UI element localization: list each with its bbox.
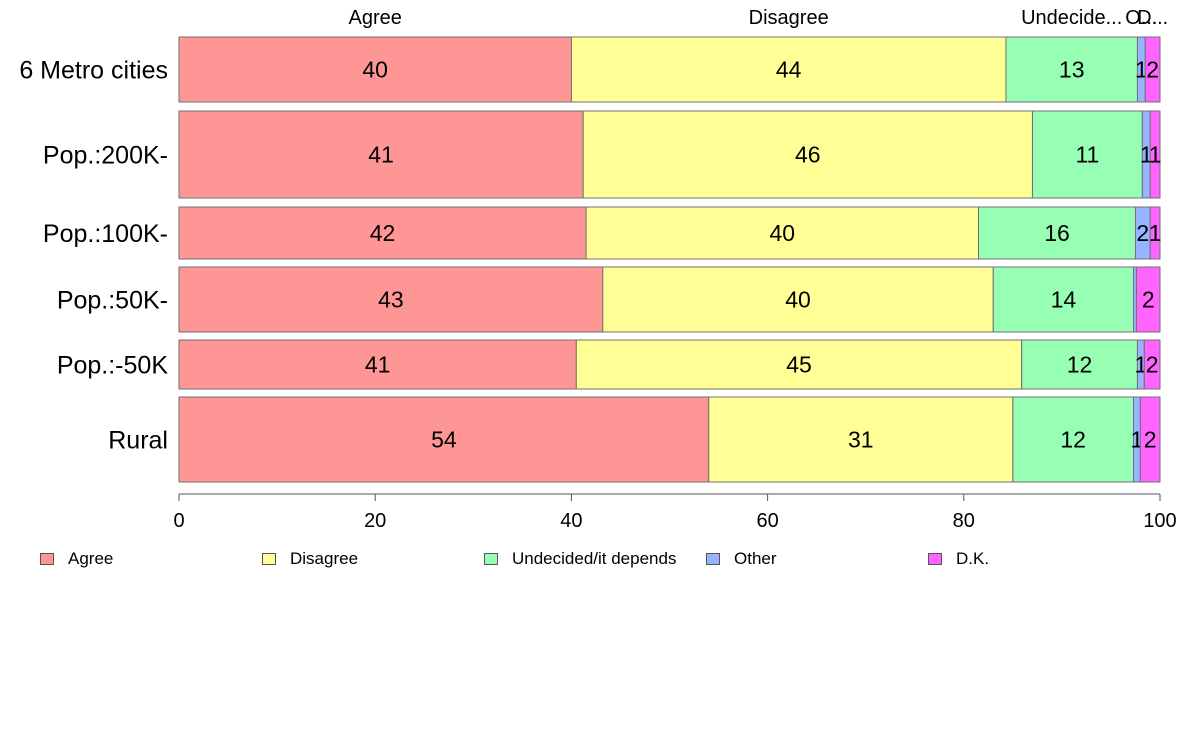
legend-swatch: [40, 553, 54, 565]
legend-swatch: [484, 553, 498, 565]
bar-segment: [1139, 396, 1161, 483]
legend: Agree Disagree Undecided/it depends Other D.…: [0, 548, 1188, 572]
series-top-label-0: Agree: [349, 7, 402, 29]
legend-swatch: [706, 553, 720, 565]
x-axis: 0 20 40 60 80 100: [173, 493, 1177, 532]
bar-segment: [978, 206, 1136, 260]
legend-label: Disagree: [290, 549, 359, 568]
data-label: 2: [1144, 427, 1157, 453]
series-top-label-3: O...: [1125, 7, 1157, 29]
data-label: 54: [431, 427, 457, 453]
bar-segment: [1149, 206, 1161, 260]
bar-segment: [178, 396, 710, 483]
bar-segment: [575, 339, 1023, 390]
data-label: 43: [378, 287, 404, 313]
bar-segment: [602, 266, 994, 333]
data-label: 40: [362, 57, 388, 83]
data-label: 41: [368, 142, 394, 168]
data-label: 13: [1059, 57, 1085, 83]
series-top-label-1: Disagree: [749, 7, 829, 29]
data-label: 1: [1140, 142, 1153, 168]
data-label: 2: [1146, 57, 1159, 83]
bar-segment: [1143, 339, 1161, 390]
legend-item: Agree: [40, 548, 113, 570]
category-label: Pop.:100K-: [43, 220, 168, 248]
data-label: 2: [1136, 220, 1149, 246]
data-label: 41: [365, 352, 391, 378]
bar-segment: [708, 396, 1014, 483]
x-tick-label: 80: [953, 510, 975, 532]
x-tick-label: 40: [560, 510, 582, 532]
data-label: 12: [1067, 352, 1093, 378]
legend-swatch: [928, 553, 942, 565]
legend-label: Other: [734, 549, 777, 568]
bar-segment: [1135, 266, 1161, 333]
bar-segment: [178, 206, 587, 260]
data-label: 14: [1051, 287, 1077, 313]
category-label: Pop.:200K-: [43, 142, 168, 170]
x-tick-label: 60: [756, 510, 778, 532]
data-label: 12: [1060, 427, 1086, 453]
bar-segment: [992, 266, 1135, 333]
x-tick-label: 0: [173, 510, 184, 532]
data-label: 1: [1149, 142, 1162, 168]
data-label: 16: [1044, 220, 1070, 246]
bar-segment: [178, 339, 577, 390]
legend-label: Agree: [68, 549, 114, 568]
data-label: 44: [776, 57, 802, 83]
x-tick-label: 100: [1143, 510, 1176, 532]
category-label: Rural: [108, 427, 168, 455]
data-label: 42: [370, 220, 396, 246]
series-top-labels: Agree Disagree Undecide... O...D...: [349, 7, 1169, 29]
data-label: 1: [1135, 57, 1148, 83]
data-label: 2: [1146, 352, 1159, 378]
legend-swatch: [262, 553, 276, 565]
data-label: 40: [770, 220, 796, 246]
legend-item: Other: [706, 548, 777, 570]
bar-segment: [1021, 339, 1138, 390]
bar-segment: [570, 36, 1007, 103]
category-label: 6 Metro cities: [19, 57, 168, 85]
data-label: 1: [1149, 220, 1162, 246]
legend-label: D.K.: [956, 549, 990, 568]
data-label: 40: [785, 287, 811, 313]
bar-segment: [1031, 110, 1143, 199]
legend-item: D.K.: [928, 548, 989, 570]
x-tick-label: 20: [364, 510, 386, 532]
bar-segment: [1149, 110, 1161, 199]
category-label: Pop.:-50K: [57, 352, 169, 380]
category-label: Pop.:50K-: [57, 287, 168, 315]
data-label: 2: [1142, 287, 1155, 313]
series-top-label-4: D...: [1137, 7, 1168, 29]
legend-item: Undecided/it depends: [484, 548, 676, 570]
data-label: 11: [1075, 142, 1099, 168]
legend-label: Undecided/it depends: [512, 549, 677, 568]
data-label: 31: [848, 427, 874, 453]
series-top-label-2: Undecide...: [1021, 7, 1122, 29]
data-label: 45: [786, 352, 812, 378]
legend-item: Disagree: [262, 548, 358, 570]
data-label: 46: [795, 142, 821, 168]
bar-segment: [1012, 396, 1135, 483]
bar-segment: [1144, 36, 1161, 103]
category-labels: 6 Metro cities Pop.:200K- Pop.:100K- Pop.:5…: [19, 57, 168, 455]
